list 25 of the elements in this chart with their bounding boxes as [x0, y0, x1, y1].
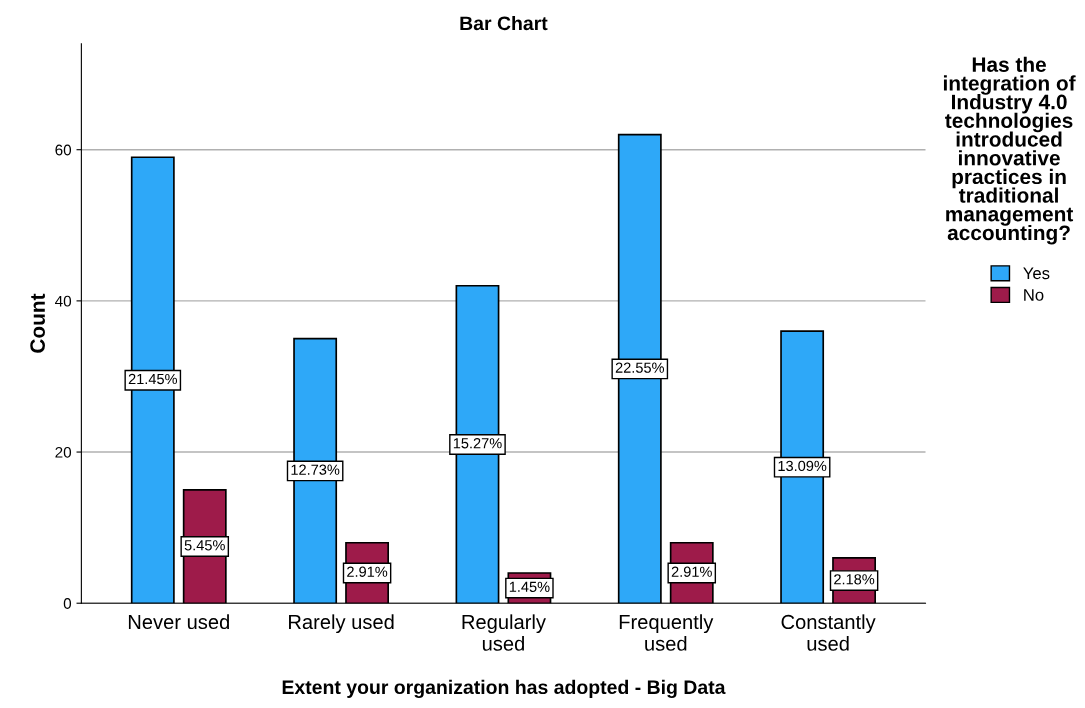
text: Has the integration of Industry 4.0 technologies introduced innovative practices in traditional management accounting? — [943, 56, 1076, 245]
x-tick-label: Regularly used — [462, 614, 546, 651]
annotation: 1.45% — [509, 581, 550, 593]
annotation: 15.27% — [453, 438, 502, 449]
y-tick-label: 40 — [55, 295, 72, 307]
y-axis-title: Count — [30, 293, 45, 353]
x-tick-label: Never used — [128, 614, 229, 630]
annotation: 2.91% — [347, 566, 388, 577]
x-tick-label: Frequently used — [619, 614, 714, 651]
annotation: 12.73% — [291, 464, 340, 475]
annotation: 22.55% — [615, 362, 665, 373]
x-axis-title: Extent your organization has adopted - Big Data — [282, 679, 726, 698]
y-tick-label: 0 — [63, 598, 72, 609]
y-tick-label: 60 — [55, 144, 72, 156]
annotation: 2.91% — [671, 566, 712, 577]
x-tick-label: Constantly used — [781, 614, 876, 651]
legend-label: Yes — [1023, 267, 1050, 280]
annotation: 5.45% — [184, 540, 225, 551]
annotation: 21.45% — [128, 373, 178, 385]
annotation: 2.18% — [834, 574, 875, 585]
x-tick-label: Rarely used — [289, 614, 394, 634]
annotation: 13.09% — [778, 460, 827, 472]
legend-label: No — [1024, 289, 1044, 301]
chart-title: Bar Chart — [460, 15, 548, 31]
y-tick-label: 20 — [55, 446, 72, 458]
